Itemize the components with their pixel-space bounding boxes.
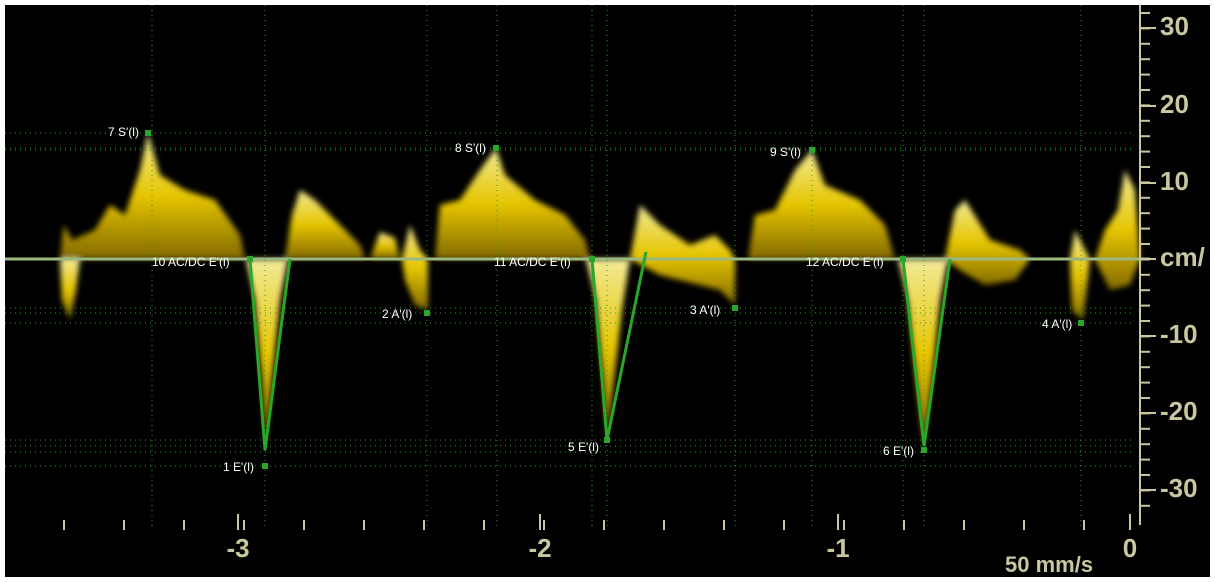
y-tick-label: cm/ (1160, 242, 1205, 272)
caliper-marker (604, 437, 610, 443)
measurement-label: 1 E'(l) (223, 460, 254, 474)
measurement-label: 10 AC/DC E'(l) (152, 255, 230, 269)
measurement-label: 9 S'(l) (770, 145, 801, 159)
caliper-marker (262, 463, 268, 469)
x-tick-label: 0 (1123, 533, 1137, 563)
y-tick-label: 20 (1160, 89, 1189, 119)
caliper-marker (809, 147, 815, 153)
caliper-marker (493, 145, 499, 151)
x-tick-label: -1 (826, 533, 849, 563)
y-tick-label: -10 (1160, 319, 1198, 349)
caliper-marker (589, 256, 595, 262)
caliper-marker (1078, 320, 1084, 326)
measurement-label: 6 E'(l) (883, 444, 914, 458)
measurement-label: 12 AC/DC E'(l) (806, 255, 884, 269)
measurement-label: 11 AC/DC E'(l) (494, 255, 571, 269)
doppler-signal (60, 133, 1140, 450)
caliper-marker (900, 256, 906, 262)
measurement-label: 3 A'(l) (690, 303, 720, 317)
x-tick-label: -2 (528, 533, 551, 563)
caliper-marker (424, 310, 430, 316)
caliper-marker (921, 447, 927, 453)
sweep-speed: 50 mm/s (1005, 552, 1093, 577)
measurement-label: 4 A'(l) (1042, 317, 1072, 331)
y-tick-label: -20 (1160, 396, 1198, 426)
x-tick-label: -3 (226, 533, 249, 563)
caliper-grid (5, 5, 1135, 530)
measurement-label: 5 E'(l) (568, 440, 599, 454)
caliper-marker (145, 130, 151, 136)
axis-ticks (63, 5, 1156, 530)
y-tick-label: 30 (1160, 11, 1189, 41)
measurement-label: 8 S'(l) (455, 141, 486, 155)
measurement-label: 7 S'(l) (108, 125, 139, 139)
caliper-marker (247, 256, 253, 262)
caliper-marker (732, 305, 738, 311)
measurement-label: 2 A'(l) (382, 307, 412, 321)
y-tick-label: 10 (1160, 166, 1189, 196)
y-tick-label: -30 (1160, 473, 1198, 503)
